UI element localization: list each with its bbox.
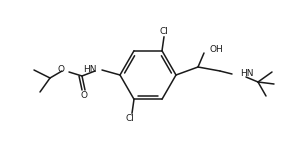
Text: O: O xyxy=(80,90,88,100)
Text: HN: HN xyxy=(83,64,97,74)
Text: HN: HN xyxy=(240,69,254,77)
Text: O: O xyxy=(57,64,64,74)
Text: OH: OH xyxy=(209,45,223,53)
Text: Cl: Cl xyxy=(160,27,168,36)
Text: Cl: Cl xyxy=(126,114,135,123)
